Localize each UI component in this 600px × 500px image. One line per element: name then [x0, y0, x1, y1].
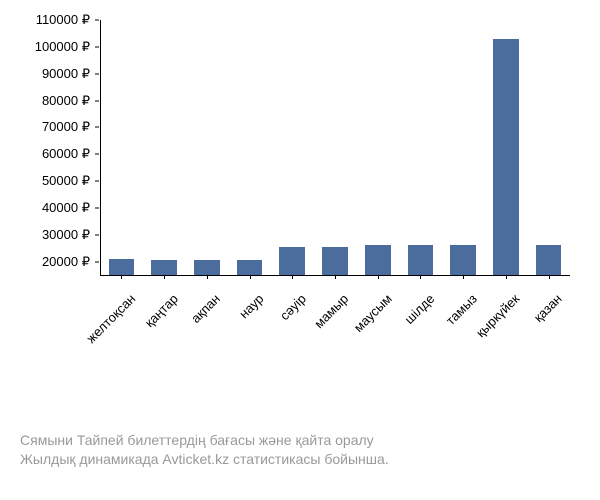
bar: [365, 245, 391, 275]
x-tick-mark: [250, 275, 251, 279]
x-tick-mark: [121, 275, 122, 279]
y-tick-mark: [95, 154, 99, 155]
y-tick-mark: [95, 127, 99, 128]
x-tick-mark: [378, 275, 379, 279]
y-tick-mark: [95, 100, 99, 101]
x-tick-mark: [207, 275, 208, 279]
y-tick-label: 50000 ₽: [10, 173, 90, 189]
x-tick-label: қазан: [531, 291, 565, 325]
x-tick-label: қыркүйек: [473, 291, 522, 340]
bar: [450, 245, 476, 275]
x-tick-label: сәуір: [277, 291, 309, 323]
caption-line-1: Сямыни Тайпей билеттердің бағасы және қа…: [20, 431, 600, 451]
y-tick-mark: [95, 234, 99, 235]
bar: [493, 39, 519, 275]
x-tick-label: маусым: [350, 291, 394, 335]
y-tick-mark: [95, 181, 99, 182]
bar: [536, 245, 562, 275]
y-tick-mark: [95, 261, 99, 262]
y-tick-label: 40000 ₽: [10, 200, 90, 216]
chart-caption: Сямыни Тайпей билеттердің бағасы және қа…: [20, 431, 600, 470]
caption-line-2: Жылдық динамикада Avticket.kz статистика…: [20, 450, 600, 470]
x-tick-label: ақпан: [189, 291, 224, 326]
y-axis: 20000 ₽ 30000 ₽ 40000 ₽ 50000 ₽ 60000 ₽ 70000…: [10, 20, 95, 275]
bar: [322, 247, 348, 275]
x-tick-label: мамыр: [312, 291, 352, 331]
x-tick-mark: [164, 275, 165, 279]
y-tick-mark: [95, 73, 99, 74]
y-tick-mark: [95, 46, 99, 47]
y-tick-label: 30000 ₽: [10, 227, 90, 243]
y-tick-label: 90000 ₽: [10, 66, 90, 82]
y-tick-label: 80000 ₽: [10, 93, 90, 109]
x-tick-mark: [335, 275, 336, 279]
x-axis: желтоқсанқаңтарақпаннаурсәуірмамырмаусым…: [100, 275, 570, 405]
x-tick-label: тамыз: [443, 291, 480, 328]
x-tick-label: шілде: [401, 291, 437, 327]
bar: [109, 259, 135, 275]
bar: [151, 260, 177, 275]
y-tick-mark: [95, 20, 99, 21]
x-tick-label: наур: [236, 291, 266, 321]
x-tick-label: желтоқсан: [83, 291, 138, 346]
x-tick-mark: [463, 275, 464, 279]
bar: [194, 260, 220, 275]
bar: [279, 247, 305, 275]
x-tick-mark: [549, 275, 550, 279]
bar: [408, 245, 434, 275]
y-tick-label: 20000 ₽: [10, 254, 90, 270]
y-tick-label: 110000 ₽: [10, 12, 90, 28]
plot-area: [100, 20, 570, 275]
chart-container: 20000 ₽ 30000 ₽ 40000 ₽ 50000 ₽ 60000 ₽ 70000…: [10, 10, 590, 490]
y-tick-label: 70000 ₽: [10, 119, 90, 135]
x-tick-mark: [506, 275, 507, 279]
y-tick-label: 60000 ₽: [10, 146, 90, 162]
x-tick-mark: [420, 275, 421, 279]
bar: [237, 260, 263, 275]
x-tick-mark: [292, 275, 293, 279]
x-tick-label: қаңтар: [142, 291, 181, 330]
y-tick-mark: [95, 207, 99, 208]
y-tick-label: 100000 ₽: [10, 39, 90, 55]
